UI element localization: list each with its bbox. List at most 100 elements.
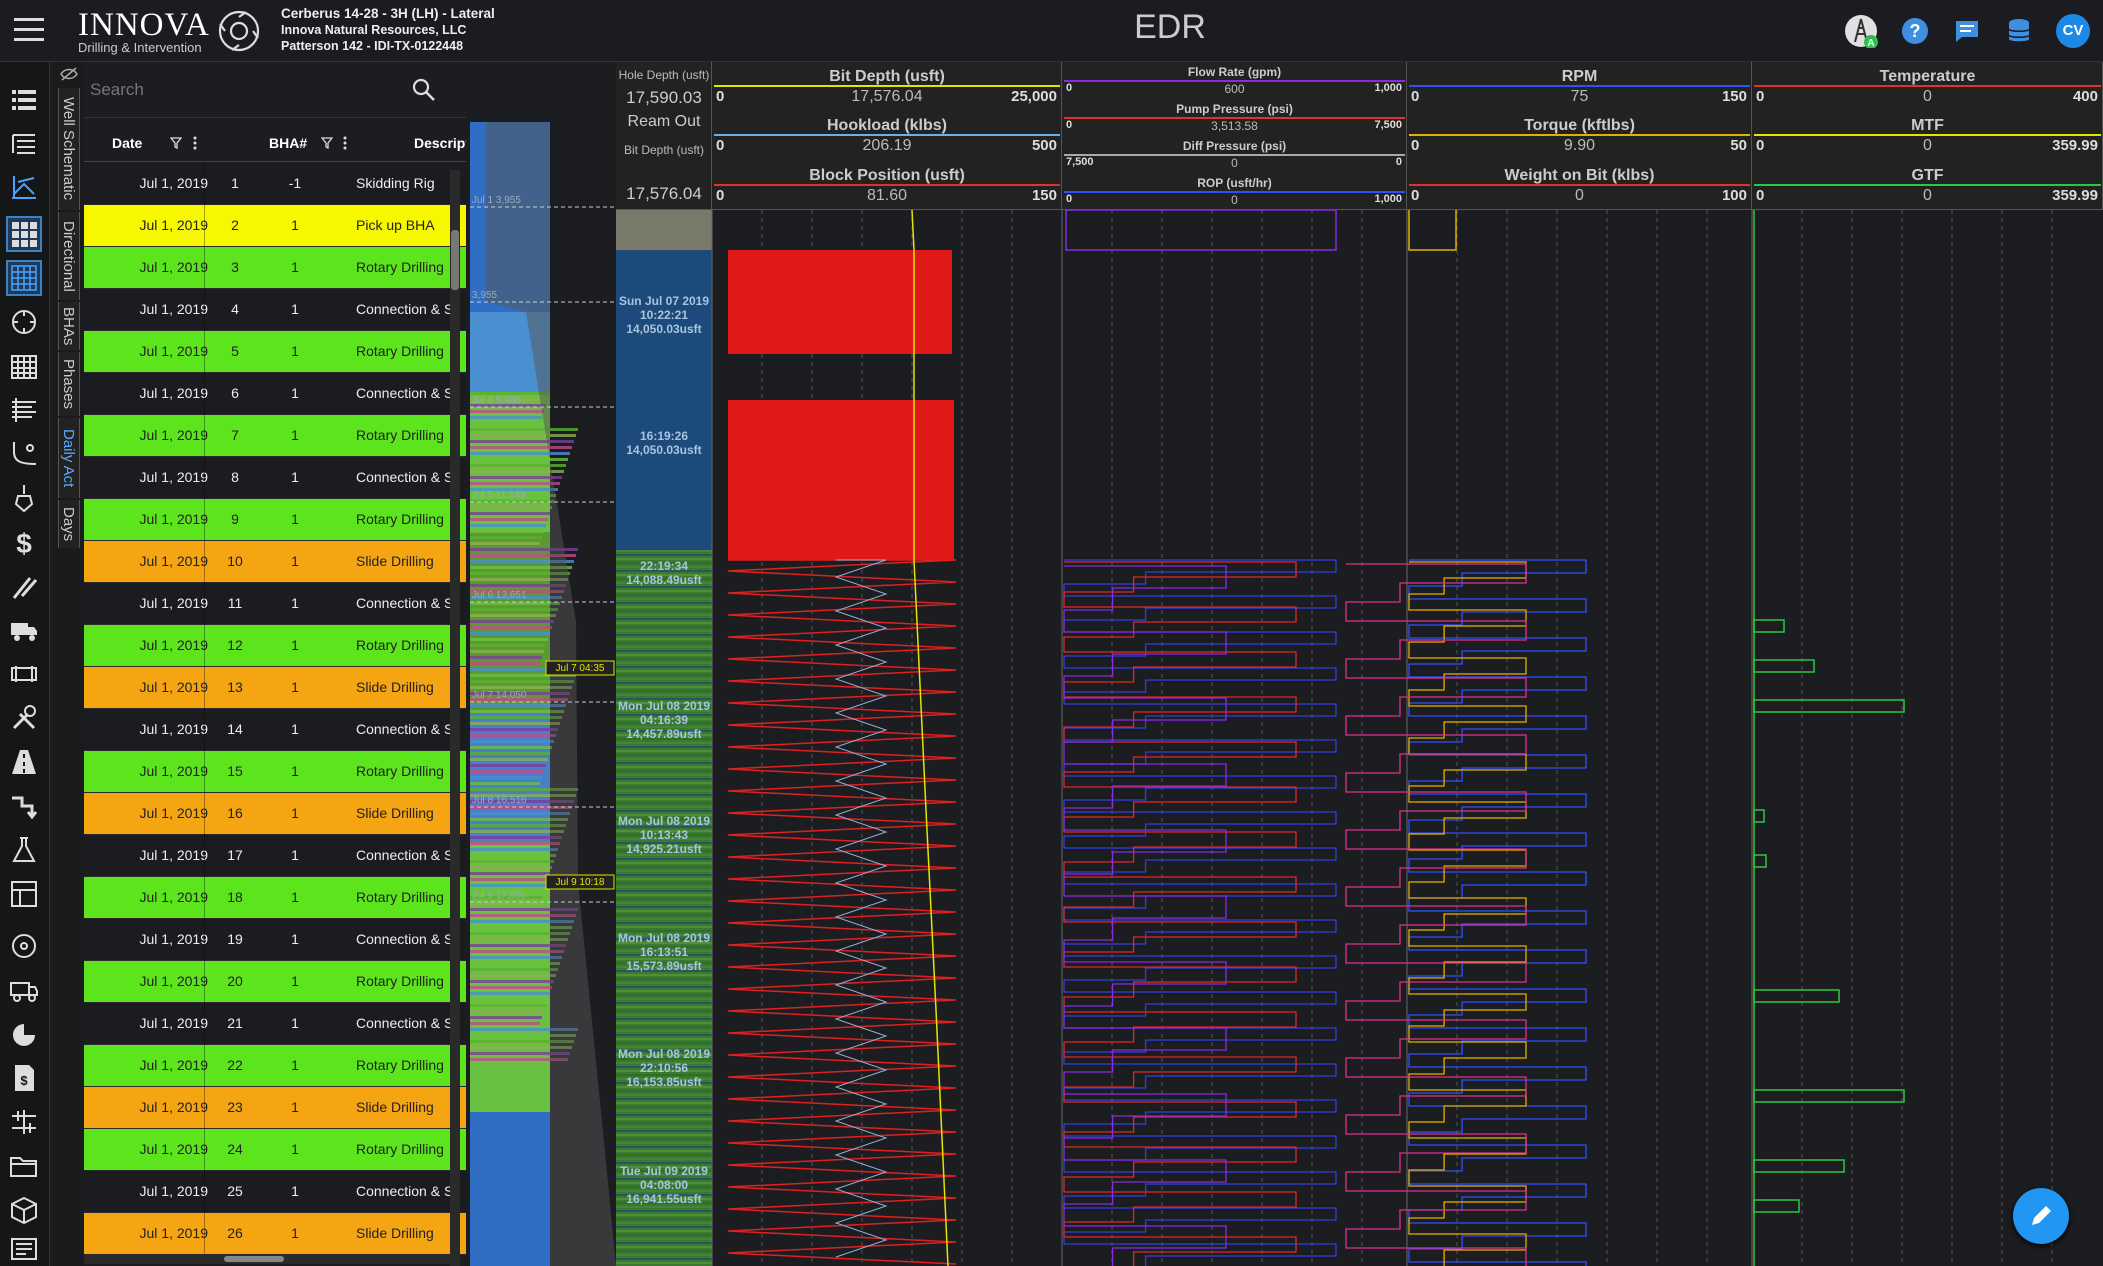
- tab-phases[interactable]: Phases: [58, 352, 80, 416]
- channel-panel-header[interactable]: Bit Depth (usft) 0 17,576.04 25,000 Hookl…: [712, 62, 1062, 210]
- pipe-icon[interactable]: [8, 658, 40, 690]
- table-row[interactable]: Jul 1, 2019 1 -1 Skidding Rig: [84, 163, 466, 205]
- invoice-icon[interactable]: $: [8, 1062, 40, 1094]
- track-value: 600: [1224, 82, 1245, 96]
- strata-line: [470, 578, 568, 581]
- edr-chart-icon[interactable]: [6, 260, 42, 296]
- strata-line: [470, 698, 568, 701]
- row-bha: 1: [291, 385, 299, 401]
- table-row[interactable]: Jul 1, 2019 11 1 Connection & S: [84, 583, 466, 625]
- tab-well-schematic[interactable]: Well Schematic: [58, 88, 80, 210]
- table-row[interactable]: Jul 1, 2019 5 1 Rotary Drilling: [84, 331, 466, 373]
- table-row[interactable]: Jul 1, 2019 19 1 Connection & S: [84, 919, 466, 961]
- road-icon[interactable]: [8, 746, 40, 778]
- database-icon[interactable]: [2002, 14, 2036, 48]
- search-input[interactable]: [90, 74, 430, 106]
- table-row[interactable]: Jul 1, 2019 15 1 Rotary Drilling: [84, 751, 466, 793]
- wellbore-curve-icon[interactable]: [8, 438, 40, 470]
- tab-days[interactable]: Days: [58, 500, 80, 548]
- col-date-header[interactable]: Date: [112, 135, 143, 151]
- dashboard-grid-icon[interactable]: [6, 216, 42, 252]
- table-row[interactable]: Jul 1, 2019 17 1 Connection & S: [84, 835, 466, 877]
- layout-icon[interactable]: [8, 878, 40, 910]
- channel-panel-header[interactable]: RPM 0 75 150 Torque (kftlbs) 0 9.90 50 Wei…: [1407, 62, 1752, 210]
- filter-icon[interactable]: [321, 137, 333, 149]
- gtf-trace: [1753, 1199, 1800, 1213]
- table-row[interactable]: Jul 1, 2019 7 1 Rotary Drilling: [84, 415, 466, 457]
- col-description-header[interactable]: Descripti: [414, 135, 466, 151]
- cost-dollar-icon[interactable]: $: [8, 526, 40, 559]
- channel-panel-header[interactable]: Flow Rate (gpm) 0 600 1,000 Pump Pressure…: [1062, 62, 1407, 210]
- table-row[interactable]: Jul 1, 2019 3 1 Rotary Drilling: [84, 247, 466, 289]
- table-row[interactable]: Jul 1, 2019 12 1 Rotary Drilling: [84, 625, 466, 667]
- sliders-icon[interactable]: [8, 1106, 40, 1138]
- table-row[interactable]: Jul 1, 2019 4 1 Connection & S: [84, 289, 466, 331]
- table-row[interactable]: Jul 1, 2019 24 1 Rotary Drilling: [84, 1129, 466, 1171]
- menu-icon[interactable]: [14, 18, 44, 42]
- table-row[interactable]: Jul 1, 2019 26 1 Slide Drilling: [84, 1213, 466, 1255]
- tab-directional[interactable]: Directional: [58, 212, 80, 300]
- table-row[interactable]: Jul 1, 2019 9 1 Rotary Drilling: [84, 499, 466, 541]
- lab-flask-icon[interactable]: [8, 834, 40, 866]
- help-icon[interactable]: ?: [1898, 14, 1932, 48]
- track-max: 400: [2072, 88, 2098, 105]
- table-row[interactable]: Jul 1, 2019 6 1 Connection & S: [84, 373, 466, 415]
- report-icon[interactable]: [8, 1234, 40, 1266]
- table-row[interactable]: Jul 1, 2019 8 1 Connection & S: [84, 457, 466, 499]
- table-row[interactable]: Jul 1, 2019 16 1 Slide Drilling: [84, 793, 466, 835]
- tab-bhas[interactable]: BHAs: [58, 302, 80, 350]
- table-row[interactable]: Jul 1, 2019 23 1 Slide Drilling: [84, 1087, 466, 1129]
- row-description: Connection & S: [356, 1015, 454, 1031]
- hide-eye-icon[interactable]: [60, 66, 78, 82]
- table-row[interactable]: Jul 1, 2019 20 1 Rotary Drilling: [84, 961, 466, 1003]
- folder-icon[interactable]: [8, 1150, 40, 1182]
- gtf-trace: [1753, 854, 1767, 868]
- table-row[interactable]: Jul 1, 2019 13 1 Slide Drilling: [84, 667, 466, 709]
- table-vertical-scrollbar[interactable]: [450, 170, 460, 1266]
- user-avatar[interactable]: CV: [2056, 14, 2090, 48]
- strata-line: [470, 1022, 540, 1025]
- track-min: 0: [716, 186, 725, 204]
- column-menu-icon[interactable]: [342, 136, 348, 150]
- casing-icon[interactable]: [8, 394, 40, 426]
- directional-tools-icon[interactable]: [8, 790, 40, 822]
- list-view-icon[interactable]: [8, 84, 40, 116]
- tools-icon[interactable]: [8, 570, 40, 602]
- outline-list-icon[interactable]: [8, 128, 40, 160]
- brand-logo: INNOVA Drilling & Intervention: [78, 8, 210, 55]
- table-row[interactable]: Jul 1, 2019 2 1 Pick up BHA: [84, 205, 466, 247]
- trajectory-icon[interactable]: [8, 172, 40, 204]
- table-row[interactable]: Jul 1, 2019 25 1 Connection & S: [84, 1171, 466, 1213]
- row-number: 26: [227, 1225, 243, 1241]
- wrench-tools-icon[interactable]: [8, 702, 40, 734]
- filter-icon[interactable]: [170, 137, 182, 149]
- strata-line: [470, 944, 566, 947]
- tab-daily-act[interactable]: Daily Act: [58, 418, 80, 498]
- drill-bit-icon[interactable]: [8, 482, 40, 514]
- row-description: Slide Drilling: [356, 553, 434, 569]
- table-row[interactable]: Jul 1, 2019 10 1 Slide Drilling: [84, 541, 466, 583]
- table-horizontal-scrollbar[interactable]: [84, 1254, 450, 1264]
- channel-panel-header[interactable]: Temperature 0 0 400 MTF 0 0 359.99 GTF 0 0…: [1752, 62, 2103, 210]
- track-min: 0: [1066, 82, 1073, 94]
- table-row[interactable]: Jul 1, 2019 22 1 Rotary Drilling: [84, 1045, 466, 1087]
- table-row[interactable]: Jul 1, 2019 14 1 Connection & S: [84, 709, 466, 751]
- table-row[interactable]: Jul 1, 2019 18 1 Rotary Drilling: [84, 877, 466, 919]
- calendar-icon[interactable]: [8, 350, 40, 382]
- edit-fab-button[interactable]: [2013, 1188, 2069, 1244]
- target-icon[interactable]: [8, 930, 40, 962]
- column-menu-icon[interactable]: [192, 136, 198, 150]
- service-truck-icon[interactable]: [8, 974, 40, 1006]
- package-icon[interactable]: [8, 1194, 40, 1226]
- search-icon[interactable]: [410, 76, 438, 104]
- strata-line: [470, 830, 564, 833]
- compass-icon[interactable]: [8, 306, 40, 338]
- row-description: Rotary Drilling: [356, 511, 444, 527]
- svg-text:Mon Jul 08 2019: Mon Jul 08 2019: [618, 814, 710, 828]
- rig-status-icon[interactable]: A: [1844, 14, 1878, 49]
- col-bha-header[interactable]: BHA#: [269, 135, 308, 151]
- chat-icon[interactable]: [1950, 14, 1984, 48]
- truck-icon[interactable]: [8, 614, 40, 646]
- pie-chart-icon[interactable]: [8, 1018, 40, 1050]
- table-row[interactable]: Jul 1, 2019 21 1 Connection & S: [84, 1003, 466, 1045]
